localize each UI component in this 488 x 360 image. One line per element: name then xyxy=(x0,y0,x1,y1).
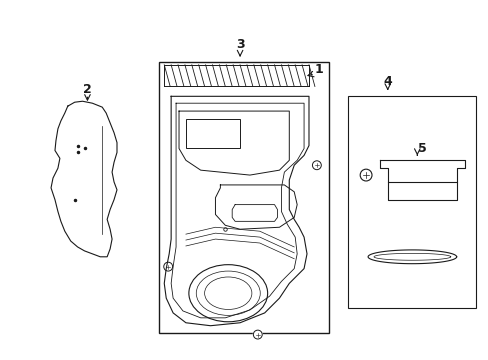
Bar xyxy=(347,96,475,308)
Text: 4: 4 xyxy=(383,75,391,88)
Circle shape xyxy=(360,169,371,181)
Ellipse shape xyxy=(196,271,260,315)
Circle shape xyxy=(253,330,262,339)
Circle shape xyxy=(312,161,321,170)
Text: 3: 3 xyxy=(235,38,244,51)
Ellipse shape xyxy=(188,265,267,322)
Bar xyxy=(185,119,240,148)
Circle shape xyxy=(163,262,172,271)
Text: 2: 2 xyxy=(83,83,92,96)
Text: 1: 1 xyxy=(314,63,323,76)
Ellipse shape xyxy=(204,277,251,310)
Text: 5: 5 xyxy=(417,142,426,155)
Bar xyxy=(159,62,328,333)
